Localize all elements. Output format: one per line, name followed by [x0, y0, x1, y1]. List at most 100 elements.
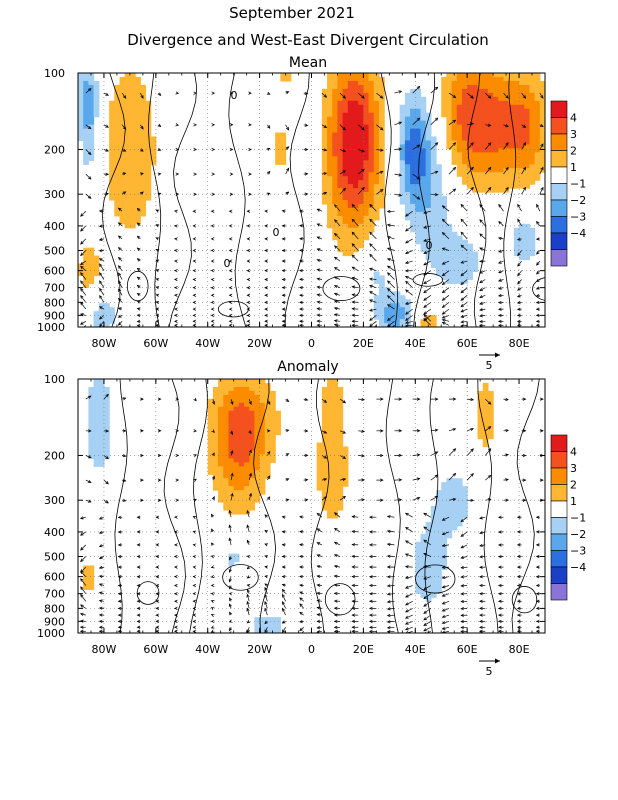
vector-arrow	[339, 188, 346, 195]
divergence-cell	[316, 462, 323, 467]
vector-arrowhead	[80, 287, 84, 292]
divergence-cell	[145, 160, 152, 165]
vector-arrow	[387, 288, 395, 296]
divergence-cell	[129, 116, 136, 122]
divergence-cell	[327, 402, 333, 408]
vector-arrowhead	[479, 613, 483, 617]
vector-arrow	[317, 528, 323, 533]
vector-arrowhead	[460, 297, 465, 301]
vector-arrow	[334, 219, 341, 227]
vector-arrowhead	[368, 613, 373, 617]
divergence-cell	[487, 136, 494, 142]
divergence-cell	[114, 148, 121, 153]
vector-arrow	[442, 614, 450, 618]
divergence-cell	[228, 454, 235, 459]
divergence-cell	[378, 168, 385, 173]
vector-arrow	[369, 231, 377, 240]
divergence-cell	[347, 84, 354, 90]
vector-arrow	[334, 584, 341, 586]
divergence-cell	[347, 116, 354, 122]
divergence-cell	[524, 136, 531, 142]
vector-arrowhead	[387, 280, 391, 284]
divergence-cell	[332, 454, 339, 459]
divergence-cell	[327, 168, 333, 173]
vector-arrowhead	[246, 259, 251, 263]
divergence-cell	[524, 88, 531, 94]
vector-arrowhead	[460, 260, 465, 264]
divergence-cell	[327, 211, 333, 217]
vector-arrowhead	[423, 250, 427, 254]
vector-arrow	[99, 315, 105, 320]
divergence-cell	[114, 184, 121, 189]
contour-line	[511, 586, 538, 614]
divergence-cell	[238, 446, 245, 452]
divergence-cell	[487, 116, 494, 122]
divergence-cell	[534, 124, 541, 130]
divergence-cell	[519, 235, 525, 241]
vector-arrowhead	[535, 565, 540, 569]
divergence-cell	[519, 96, 525, 102]
divergence-cell	[228, 422, 235, 428]
vector-arrowhead	[497, 575, 502, 579]
divergence-cell	[327, 80, 333, 86]
divergence-cell	[223, 410, 230, 416]
divergence-cell	[228, 470, 235, 475]
vector-arrow	[517, 260, 522, 267]
divergence-cell	[358, 76, 364, 82]
vector-arrowhead	[228, 619, 233, 623]
divergence-cell	[420, 144, 427, 150]
divergence-cell	[337, 184, 344, 189]
divergence-cell	[129, 112, 136, 118]
divergence-cell	[264, 422, 271, 428]
vector-arrow	[369, 268, 377, 272]
divergence-cell	[98, 446, 105, 452]
divergence-cell	[425, 120, 432, 126]
vector-arrow	[317, 542, 323, 546]
divergence-cell	[441, 513, 448, 519]
divergence-cell	[327, 196, 333, 201]
vector-arrowhead	[387, 272, 391, 276]
divergence-cell	[244, 410, 250, 416]
divergence-cell	[207, 426, 214, 432]
vector-arrow	[430, 117, 438, 126]
divergence-cell	[482, 382, 489, 388]
divergence-cell	[98, 379, 105, 384]
vector-arrowhead	[99, 287, 103, 292]
vector-arrowhead	[229, 172, 234, 176]
divergence-cell	[441, 207, 448, 213]
vector-arrow	[246, 525, 250, 532]
divergence-cell	[124, 88, 131, 94]
divergence-cell	[477, 410, 484, 416]
vector-arrowhead	[88, 429, 92, 433]
vector-arrow	[539, 187, 544, 195]
divergence-cell	[420, 581, 427, 586]
divergence-cell	[461, 140, 468, 146]
y-tick-label: 700	[44, 282, 65, 295]
vector-arrowhead	[516, 294, 521, 298]
divergence-cell	[410, 168, 416, 173]
vector-arrowhead	[281, 277, 286, 282]
vector-arrowhead	[136, 247, 141, 251]
divergence-cell	[337, 490, 344, 495]
divergence-cell	[244, 386, 250, 392]
vector-arrow	[80, 544, 87, 551]
divergence-cell	[244, 442, 250, 448]
divergence-cell	[140, 96, 147, 102]
divergence-cell	[135, 203, 141, 209]
chart-subtitle: Divergence and West-East Divergent Circu…	[127, 31, 489, 49]
vector-arrowhead	[423, 617, 427, 621]
divergence-cell	[441, 482, 448, 487]
vector-arrowhead	[470, 95, 474, 99]
divergence-cell	[78, 104, 84, 110]
divergence-cell	[467, 73, 473, 78]
vector-arrowhead	[404, 602, 409, 606]
vector-arrowhead	[479, 259, 483, 263]
divergence-cell	[529, 104, 536, 110]
divergence-cell	[264, 462, 271, 467]
vector-arrow	[442, 576, 450, 579]
divergence-cell	[513, 100, 520, 106]
divergence-cell	[135, 104, 141, 110]
divergence-cell	[446, 521, 453, 527]
divergence-cell	[430, 148, 437, 153]
vector-arrowhead	[228, 300, 233, 305]
